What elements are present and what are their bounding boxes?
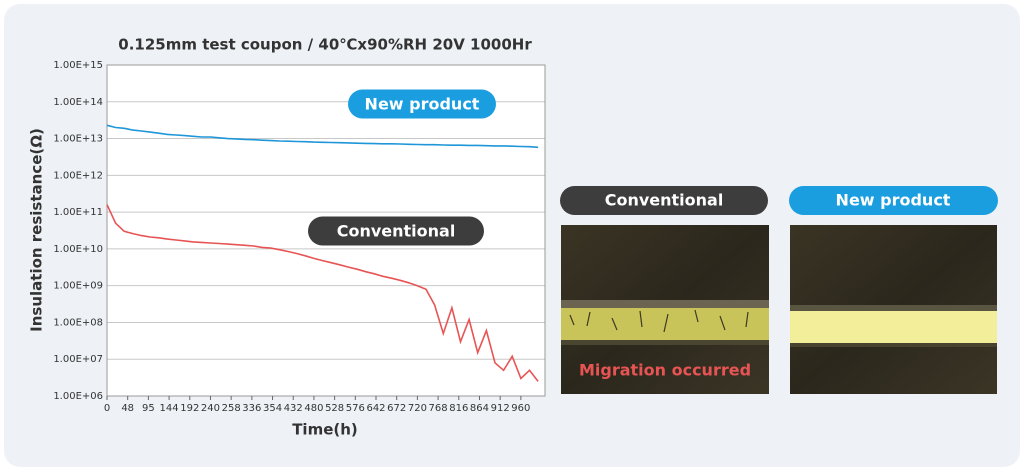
x-tick-label: 960 xyxy=(511,403,530,414)
photo-edge xyxy=(561,340,769,345)
y-axis-label: Insulation resistance(Ω) xyxy=(28,128,46,332)
x-tick-label: 768 xyxy=(429,403,448,414)
series-line xyxy=(106,124,539,149)
legend-pill xyxy=(308,216,484,246)
legend-pill xyxy=(348,89,496,119)
photo-annotation: Migration occurred xyxy=(579,361,751,380)
y-tick-label: 1.00E+10 xyxy=(53,244,103,255)
x-tick-label: 95 xyxy=(142,403,155,414)
x-tick-label: 432 xyxy=(284,403,303,414)
photo-label-pill xyxy=(560,186,768,215)
photo-band xyxy=(790,311,997,343)
x-tick-label: 48 xyxy=(121,403,134,414)
plot-frame xyxy=(106,64,546,397)
x-tick-label: 576 xyxy=(346,403,365,414)
x-tick-label: 672 xyxy=(387,403,406,414)
x-tick-label: 336 xyxy=(242,403,261,414)
y-tick-label: 1.00E+13 xyxy=(53,134,103,145)
y-tick-label: 1.00E+12 xyxy=(53,170,103,181)
photo-band xyxy=(561,308,769,340)
x-tick-label: 144 xyxy=(160,403,179,414)
photo-conventional xyxy=(561,225,769,394)
x-tick-label: 912 xyxy=(491,403,510,414)
photo-new xyxy=(790,225,997,394)
x-tick-label: 354 xyxy=(263,403,282,414)
y-tick-label: 1.00E+15 xyxy=(53,60,103,71)
x-tick-label: 864 xyxy=(470,403,489,414)
photo-label: Conventional xyxy=(605,191,724,210)
y-tick-label: 1.00E+06 xyxy=(53,391,103,402)
x-tick-label: 258 xyxy=(222,403,241,414)
photo-edge xyxy=(561,300,769,308)
legend-label: Conventional xyxy=(337,222,456,241)
chart-title: 0.125mm test coupon / 40℃x90%RH 20V 1000… xyxy=(118,36,532,54)
series-line xyxy=(106,204,539,382)
y-tick-label: 1.00E+09 xyxy=(53,281,103,292)
photo-cracks xyxy=(569,309,749,333)
x-tick-label: 642 xyxy=(366,403,385,414)
photo-label-pill xyxy=(789,186,998,215)
y-tick-label: 1.00E+08 xyxy=(53,317,103,328)
x-tick-label: 192 xyxy=(180,403,199,414)
x-tick-label: 816 xyxy=(449,403,468,414)
y-tick-label: 1.00E+07 xyxy=(53,354,103,365)
x-tick-label: 480 xyxy=(304,403,323,414)
x-tick-label: 0 xyxy=(104,403,110,414)
x-axis-label: Time(h) xyxy=(292,421,358,439)
y-tick-label: 1.00E+11 xyxy=(53,207,103,218)
y-tick-label: 1.00E+14 xyxy=(53,97,103,108)
photo-edge xyxy=(790,305,997,311)
photo-edge xyxy=(790,343,997,347)
photo-label: New product xyxy=(836,191,951,210)
x-tick-label: 720 xyxy=(408,403,427,414)
x-tick-label: 528 xyxy=(325,403,344,414)
x-tick-label: 240 xyxy=(201,403,220,414)
legend-label: New product xyxy=(365,95,480,114)
